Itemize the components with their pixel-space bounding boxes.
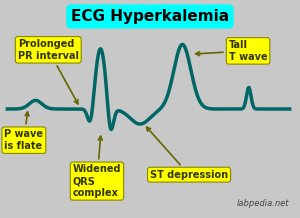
Text: ST depression: ST depression <box>147 127 228 180</box>
Text: ECG Hyperkalemia: ECG Hyperkalemia <box>71 9 229 24</box>
Text: P wave
is flate: P wave is flate <box>4 112 44 151</box>
Text: Widened
QRS
complex: Widened QRS complex <box>73 136 121 198</box>
Text: Prolonged
PR interval: Prolonged PR interval <box>18 39 79 104</box>
Text: labpedia.net: labpedia.net <box>237 199 290 208</box>
Text: Tall
T wave: Tall T wave <box>196 40 267 62</box>
